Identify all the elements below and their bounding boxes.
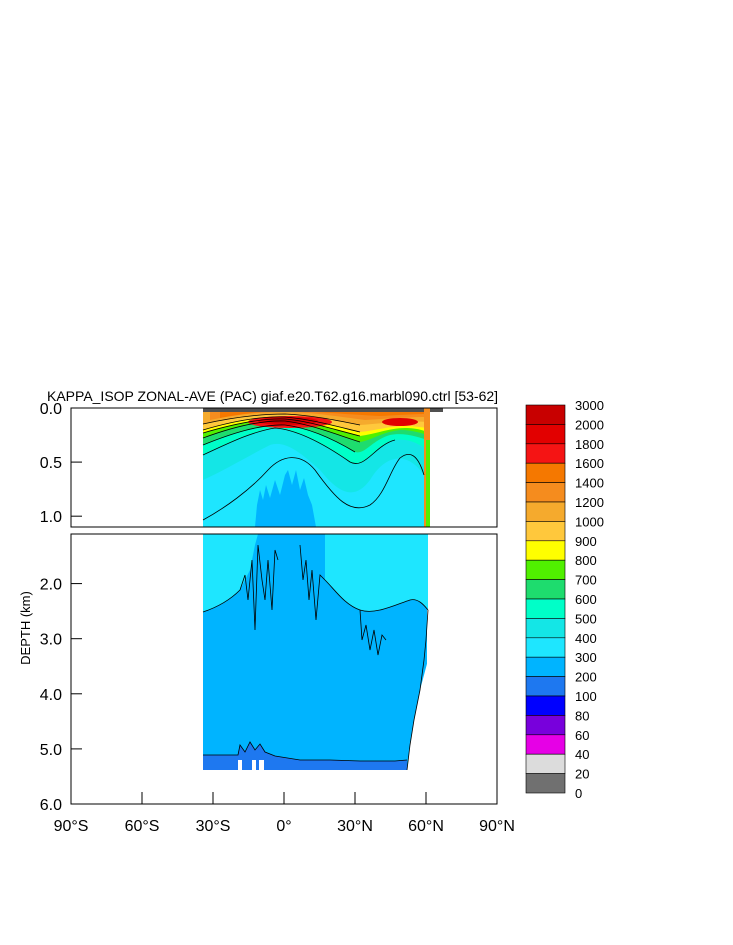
field-gap-c — [259, 760, 264, 770]
y-tick-label: 0.5 — [40, 455, 62, 472]
colorbar-label: 40 — [575, 747, 589, 762]
deep-intrusion-upper — [255, 470, 316, 527]
x-tick-label: 30°S — [196, 818, 231, 835]
colorbar-swatch — [525, 695, 566, 716]
lower-panel-field — [202, 534, 429, 771]
upper-panel-field — [202, 408, 443, 527]
colorbar-label: 1800 — [575, 437, 604, 452]
axis-ticks: 90°S 60°S 30°S 0° 30°N 60°N 90°N 0.0 0.5 1.0 2.0 3.… — [40, 401, 515, 835]
colorbar-swatch — [525, 482, 566, 503]
field-gap-a — [238, 760, 242, 770]
colorbar-label: 300 — [575, 650, 597, 665]
colorbar-label: 100 — [575, 689, 597, 704]
y-tick-label: 4.0 — [40, 687, 62, 704]
y-tick-label: 5.0 — [40, 742, 62, 759]
field-fill-400-lower — [203, 534, 258, 612]
x-tick-label: 60°S — [125, 818, 160, 835]
colorbar-swatch — [525, 715, 566, 736]
colorbar-label: 3000 — [575, 398, 604, 413]
field-fill-2000-b — [382, 418, 418, 426]
colorbar-swatch — [525, 579, 566, 600]
colorbar-label: 1200 — [575, 495, 604, 510]
colorbar-swatch — [525, 618, 566, 639]
colorbar-swatch — [525, 773, 566, 794]
colorbar-label: 2000 — [575, 417, 604, 432]
colorbar-swatch — [525, 501, 566, 522]
colorbar-swatch — [525, 404, 566, 425]
colorbar-label: 0 — [575, 786, 582, 801]
lower-contour-lines — [202, 544, 429, 771]
colorbar: 3000200018001600140012001000900800700600… — [525, 398, 604, 801]
colorbar-swatch — [525, 424, 566, 445]
colorbar-label: 400 — [575, 631, 597, 646]
x-tick-label: 90°S — [54, 818, 89, 835]
colorbar-swatch — [525, 637, 566, 658]
colorbar-label: 60 — [575, 728, 589, 743]
colorbar-swatch — [525, 521, 566, 542]
field-fill-400-lower-b — [325, 534, 428, 612]
y-tick-label: 0.0 — [40, 401, 62, 418]
colorbar-label: 900 — [575, 534, 597, 549]
x-tick-label: 30°N — [337, 818, 373, 835]
y-tick-label: 2.0 — [40, 577, 62, 594]
colorbar-label: 1600 — [575, 456, 604, 471]
colorbar-label: 80 — [575, 708, 589, 723]
colorbar-swatch — [525, 443, 566, 464]
y-tick-label: 1.0 — [40, 509, 62, 526]
field-fill-north-edge-b — [426, 440, 430, 527]
colorbar-swatch — [525, 676, 566, 697]
colorbar-swatch — [525, 540, 566, 561]
y-tick-label: 3.0 — [40, 632, 62, 649]
colorbar-swatch — [525, 734, 566, 755]
colorbar-label: 20 — [575, 767, 589, 782]
colorbar-label: 800 — [575, 553, 597, 568]
y-tick-label: 6.0 — [40, 797, 62, 814]
colorbar-label: 700 — [575, 573, 597, 588]
colorbar-swatch — [525, 656, 566, 677]
x-tick-label: 90°N — [479, 818, 515, 835]
colorbar-swatch — [525, 753, 566, 774]
field-fill-surface-layer — [203, 408, 443, 412]
colorbar-label: 500 — [575, 611, 597, 626]
colorbar-label: 1000 — [575, 514, 604, 529]
colorbar-swatch — [525, 559, 566, 580]
colorbar-label: 1400 — [575, 476, 604, 491]
x-tick-label: 0° — [276, 818, 291, 835]
chart-title: KAPPA_ISOP ZONAL-AVE (PAC) giaf.e20.T62.… — [47, 388, 498, 404]
colorbar-label: 200 — [575, 670, 597, 685]
colorbar-swatch — [525, 598, 566, 619]
field-fill-400-lower-c — [407, 534, 428, 770]
colorbar-label: 600 — [575, 592, 597, 607]
colorbar-swatch — [525, 462, 566, 483]
x-tick-label: 60°N — [408, 818, 444, 835]
upper-panel-frame — [70, 407, 498, 528]
field-gap-b — [252, 760, 256, 770]
upper-contour-lines — [202, 413, 425, 521]
y-axis-label: DEPTH (km) — [18, 591, 33, 665]
